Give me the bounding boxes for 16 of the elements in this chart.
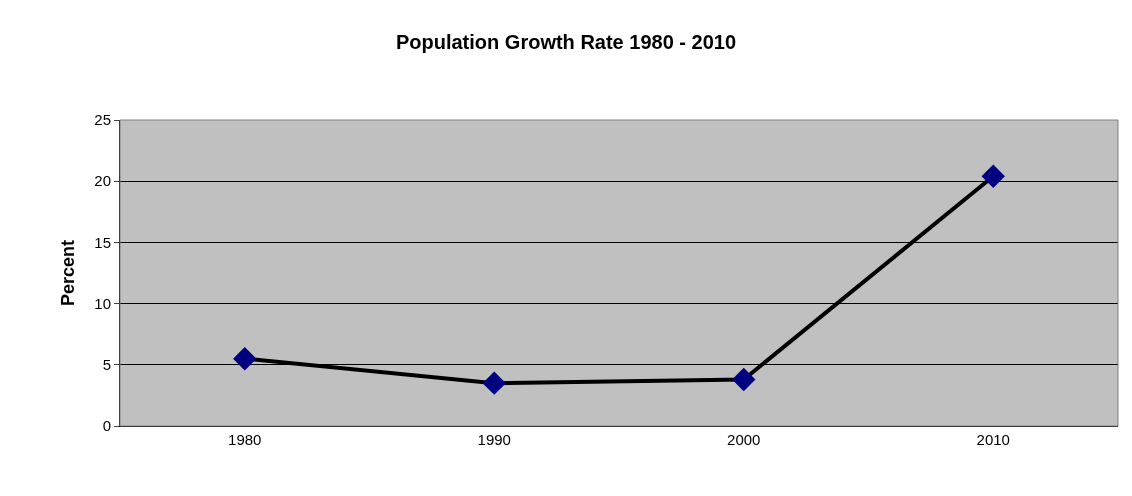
y-axis-title: Percent xyxy=(57,239,78,307)
x-tick-label: 2010 xyxy=(976,431,1010,448)
y-tick-label: 15 xyxy=(94,233,111,251)
point xyxy=(732,367,756,392)
y-tick-label: 25 xyxy=(94,111,111,129)
x-tick-label: 1980 xyxy=(228,431,262,448)
point xyxy=(482,371,506,395)
point xyxy=(233,346,257,371)
y-tick-label: 5 xyxy=(102,356,111,374)
point xyxy=(981,164,1005,188)
chart-title: Population Growth Rate 1980 - 2010 xyxy=(395,30,737,53)
y-tick-label: 20 xyxy=(94,172,111,190)
x-tick-label: 1990 xyxy=(477,431,511,448)
y-tick-label: 10 xyxy=(94,294,111,312)
y-tick-label: 0 xyxy=(102,417,111,435)
x-tick-label: 2000 xyxy=(727,431,761,448)
